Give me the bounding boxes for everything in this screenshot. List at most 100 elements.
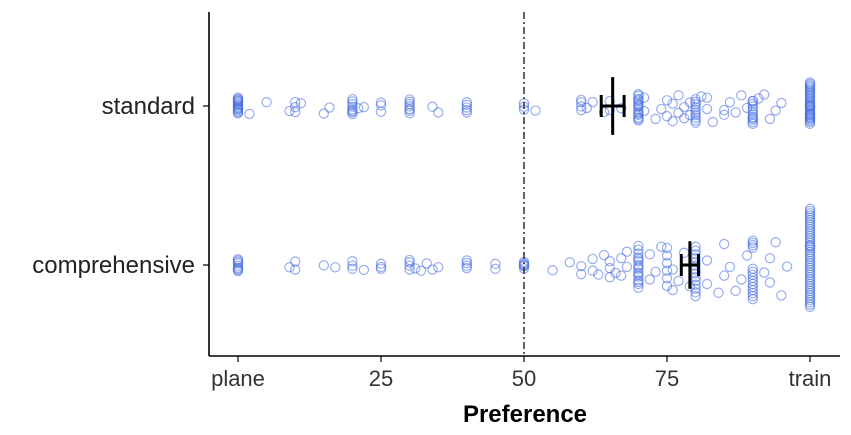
- data-point: [696, 91, 707, 102]
- data-point: [753, 93, 764, 104]
- data-point: [461, 96, 472, 108]
- data-point: [530, 105, 541, 116]
- data-point: [747, 269, 759, 281]
- data-point: [678, 112, 690, 124]
- data-point: [644, 249, 656, 260]
- data-point: [621, 246, 633, 257]
- x-tick-label: 75: [655, 366, 679, 391]
- data-point: [690, 96, 701, 108]
- data-point: [290, 106, 301, 118]
- data-point: [461, 107, 472, 118]
- data-point: [633, 254, 644, 265]
- data-point: [347, 101, 358, 112]
- data-point: [719, 238, 730, 250]
- data-point: [724, 261, 736, 273]
- data-point: [633, 113, 644, 125]
- data-point: [461, 99, 472, 111]
- data-point: [701, 103, 713, 115]
- axis-layer: plane 25 50 75 train standard comprehensive Pre…: [32, 12, 840, 428]
- data-point: [633, 94, 644, 106]
- data-point: [593, 269, 604, 280]
- data-point: [759, 89, 770, 100]
- summary-layer: [599, 77, 700, 289]
- data-point: [661, 273, 673, 284]
- data-point: [576, 101, 587, 112]
- data-point: [633, 282, 644, 293]
- x-tick-label: train: [789, 366, 832, 391]
- data-point: [358, 264, 370, 276]
- data-point: [433, 262, 444, 273]
- data-point: [736, 274, 747, 285]
- data-point: [244, 108, 255, 120]
- data-point: [284, 105, 295, 117]
- data-point: [375, 258, 387, 270]
- data-point: [633, 248, 644, 259]
- data-point: [690, 107, 701, 118]
- data-point: [587, 253, 598, 265]
- data-point: [741, 250, 753, 261]
- data-point: [747, 111, 759, 123]
- data-point: [352, 103, 364, 114]
- data-point: [701, 278, 713, 290]
- data-point: [633, 261, 644, 273]
- data-point: [564, 257, 575, 268]
- data-point: [461, 257, 472, 269]
- data-point: [232, 258, 244, 269]
- data-point: [764, 252, 776, 264]
- points-layer: [232, 77, 816, 312]
- data-point: [547, 265, 558, 276]
- data-point: [719, 270, 730, 281]
- data-point: [713, 287, 724, 298]
- data-point: [404, 254, 415, 266]
- data-point: [232, 108, 244, 119]
- data-point: [667, 284, 678, 296]
- data-point: [232, 95, 244, 106]
- data-point: [461, 102, 472, 113]
- data-point: [701, 92, 713, 103]
- x-tick-label: plane: [211, 366, 265, 391]
- data-point: [576, 260, 587, 272]
- data-point: [730, 285, 741, 297]
- data-point: [616, 103, 627, 114]
- data-point: [347, 108, 358, 120]
- data-point: [656, 241, 667, 252]
- data-point: [433, 107, 444, 118]
- data-point: [375, 261, 387, 273]
- data-point: [232, 263, 244, 274]
- data-point: [747, 103, 759, 115]
- data-point: [581, 102, 593, 114]
- data-point: [427, 264, 438, 275]
- data-point: [330, 262, 341, 273]
- data-point: [232, 102, 244, 114]
- data-point: [690, 109, 701, 121]
- data-point: [375, 106, 387, 117]
- data-point: [290, 256, 301, 267]
- data-point: [747, 235, 759, 246]
- data-point: [747, 101, 759, 112]
- data-point: [404, 260, 415, 271]
- data-point: [318, 108, 329, 119]
- data-point: [776, 290, 787, 301]
- data-point: [690, 112, 701, 123]
- data-point: [347, 260, 358, 271]
- data-point: [375, 97, 387, 108]
- data-point: [673, 90, 684, 101]
- data-point: [261, 96, 272, 108]
- data-point: [661, 242, 673, 254]
- data-point: [604, 256, 616, 267]
- data-point: [690, 99, 701, 110]
- data-point: [678, 101, 690, 113]
- data-point: [347, 263, 358, 274]
- x-tick-label: 50: [512, 366, 536, 391]
- data-point: [661, 265, 673, 276]
- data-point: [633, 89, 644, 100]
- data-point: [318, 260, 329, 271]
- data-point: [621, 261, 633, 273]
- data-point: [404, 94, 415, 105]
- data-point: [690, 104, 701, 116]
- data-point: [587, 96, 598, 108]
- data-point: [701, 255, 713, 266]
- data-point: [690, 290, 701, 302]
- data-point: [232, 92, 244, 103]
- data-point: [576, 94, 587, 106]
